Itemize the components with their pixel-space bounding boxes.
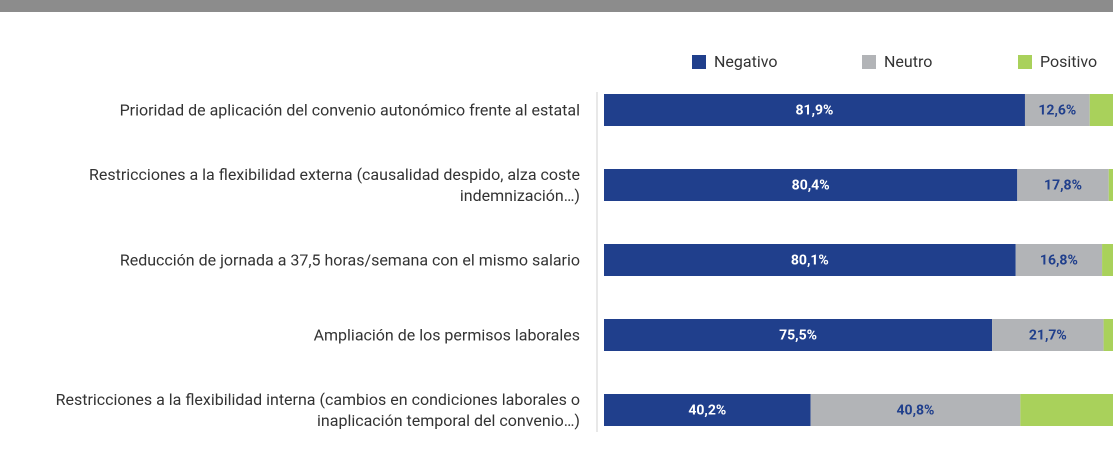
value-label: 40,8% xyxy=(897,403,935,419)
bar-segment xyxy=(810,394,1021,426)
bar-segment xyxy=(1017,169,1109,201)
bar-segment xyxy=(604,169,1018,201)
bar-segment xyxy=(1020,394,1113,426)
category-label: Reducción de jornada a 37,5 horas/semana… xyxy=(119,250,580,270)
bar-segment xyxy=(1089,94,1113,126)
legend-label: Positivo xyxy=(1040,52,1097,71)
value-label: 80,4% xyxy=(792,178,830,194)
category-label: Ampliación de los permisos laborales xyxy=(313,325,580,345)
bar-segment xyxy=(604,94,1025,126)
bar-segment xyxy=(1108,169,1113,201)
legend-label: Negativo xyxy=(714,52,777,71)
value-label: 17,8% xyxy=(1044,178,1082,194)
bar-segment xyxy=(1024,94,1090,126)
value-label: 75,5% xyxy=(779,328,817,344)
legend-label: Neutro xyxy=(884,52,932,71)
value-label: 16,8% xyxy=(1040,253,1078,269)
bar-segment xyxy=(604,319,993,351)
value-label: 40,2% xyxy=(688,403,726,419)
category-label: Restricciones a la flexibilidad interna … xyxy=(55,390,580,430)
legend-swatch xyxy=(862,55,876,69)
bar-segment xyxy=(604,394,811,426)
bar-segment xyxy=(604,244,1016,276)
bar-segment xyxy=(1103,319,1113,351)
value-label: 81,9% xyxy=(796,103,834,119)
value-label: 21,7% xyxy=(1029,328,1067,344)
bar-segment xyxy=(1015,244,1103,276)
legend-swatch xyxy=(692,55,706,69)
value-label: 80,1% xyxy=(791,253,829,269)
bar-segment xyxy=(1102,244,1113,276)
category-label: Prioridad de aplicación del convenio aut… xyxy=(119,100,580,120)
value-label: 12,6% xyxy=(1038,103,1076,119)
bar-segment xyxy=(992,319,1104,351)
category-label: Restricciones a la flexibilidad externa … xyxy=(89,165,580,205)
legend-swatch xyxy=(1018,55,1032,69)
top-band xyxy=(0,0,1113,12)
